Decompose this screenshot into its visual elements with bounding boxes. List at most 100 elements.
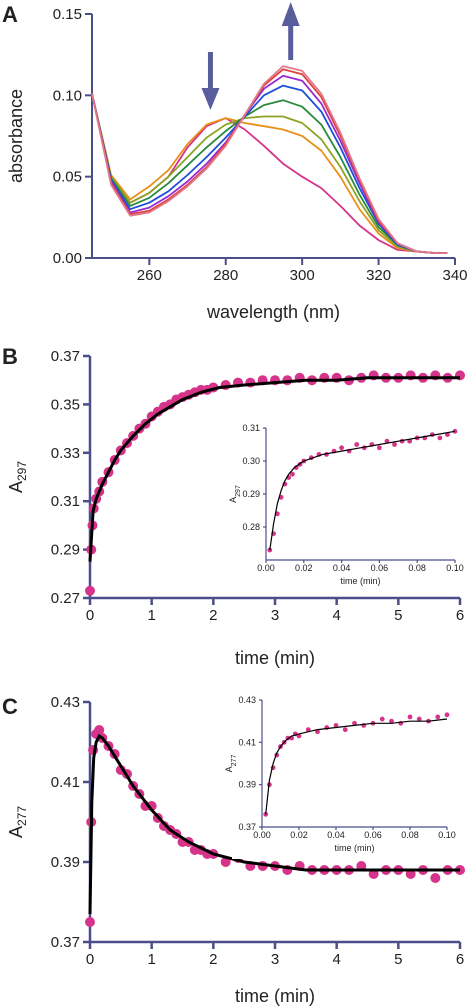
y-tick-label: 0.10 [53, 87, 82, 104]
spectrum-line [91, 93, 448, 254]
inset-data-point [290, 471, 295, 477]
x-tick-label: 5 [394, 607, 402, 624]
inset-data-point [339, 445, 344, 451]
inset-data-point [315, 729, 320, 735]
inset-data-point [389, 718, 394, 724]
inset-data-point [392, 442, 397, 447]
panel-b: B 0 1 2 3 4 5 6 0.27 0.29 0.31 0.33 0.35 0.37 time (mi… [2, 344, 467, 668]
data-point [85, 585, 95, 596]
x-tick-label: 0.02 [295, 563, 313, 573]
inset-y-axis-title: A297 [228, 485, 242, 503]
inset-data-point [437, 435, 443, 441]
x-tick-label: 0.04 [327, 830, 345, 840]
x-tick-label: 6 [456, 951, 464, 968]
y-tick-label: 0.00 [53, 250, 82, 267]
spectrum-line [91, 84, 448, 254]
x-tick-label: 280 [213, 267, 238, 284]
data-point [430, 873, 441, 883]
data-point [220, 857, 231, 867]
x-tick-label: 1 [147, 607, 155, 624]
x-tick-label: 0.08 [401, 830, 419, 840]
fit-curve [88, 733, 460, 915]
x-tick-label: 6 [456, 607, 464, 624]
inset-data-point [293, 465, 299, 470]
x-tick-label: 4 [332, 951, 340, 968]
inset-chart: 0.00 0.02 0.04 0.06 0.08 0.10 0.37 0.39 0.41 0.43… [224, 694, 459, 859]
x-tick-label: 340 [442, 267, 467, 284]
x-tick-label: 4 [332, 607, 340, 624]
inset-x-axis-title: time (min) [335, 843, 375, 853]
spectrum-line [91, 68, 448, 254]
y-tick-label: 0.37 [238, 822, 256, 832]
x-tick-label: 0.10 [438, 830, 456, 840]
y-axis-title: absorbance [6, 89, 26, 183]
y-axis-title: A277 [6, 806, 29, 838]
inset-data-point [305, 727, 311, 733]
x-tick-label: 320 [366, 267, 391, 284]
inset-background [236, 422, 467, 592]
y-tick-label: 0.33 [51, 445, 80, 462]
y-tick-label: 0.15 [53, 6, 82, 23]
inset-data-point [444, 712, 450, 718]
y-tick-label: 0.27 [51, 590, 80, 607]
y-tick-label: 0.29 [242, 489, 260, 499]
panel-letter: C [2, 694, 18, 719]
inset-data-point [377, 445, 382, 451]
y-tick-label: 0.41 [238, 737, 256, 747]
y-tick-label: 0.41 [51, 774, 80, 791]
panel-letter: B [2, 344, 18, 369]
x-tick-label: 0.00 [257, 563, 275, 573]
inset-data-point [407, 714, 413, 720]
x-axis-title: wavelength (nm) [206, 302, 340, 322]
inset-data-point [379, 716, 385, 722]
y-tick-label: 0.37 [51, 348, 80, 365]
inset-data-point [342, 727, 348, 733]
x-tick-label: 2 [209, 607, 217, 624]
x-tick-label: 2 [209, 951, 217, 968]
y-tick-label: 0.43 [238, 695, 256, 705]
y-tick-label: 0.37 [51, 934, 80, 951]
spectrum-line [91, 93, 448, 254]
y-tick-label: 0.39 [51, 854, 80, 871]
inset-data-point [435, 714, 441, 720]
x-axis-title: time (min) [235, 986, 315, 1006]
panel-a: A 260 280 300 320 340 0.00 0.05 0.10 0.15 waveleng… [2, 2, 468, 322]
inset-data-point [352, 720, 357, 726]
y-tick-label: 0.31 [242, 423, 260, 433]
y-tick-label: 0.05 [53, 169, 82, 186]
y-tick-label: 0.35 [51, 396, 80, 413]
panel-letter-a: A [2, 2, 18, 27]
inset-fit-curve [269, 430, 456, 551]
spectrum-line [91, 93, 448, 254]
data-point [94, 725, 105, 735]
inset-data-point [267, 547, 273, 553]
y-axis-title: A297 [6, 461, 29, 493]
spectrum-line [91, 74, 448, 254]
x-tick-label: 0.10 [446, 563, 464, 573]
inset-y-axis-title: A277 [224, 755, 238, 773]
y-tick-label: 0.39 [238, 780, 256, 790]
inset-data-point [354, 442, 360, 447]
x-tick-label: 260 [137, 267, 162, 284]
y-tick-label: 0.29 [51, 542, 80, 559]
x-tick-label: 0.00 [253, 830, 271, 840]
x-tick-label: 0.02 [290, 830, 308, 840]
inset-fit-curve [265, 718, 448, 815]
x-tick-label: 0.08 [408, 563, 426, 573]
data-point [85, 917, 95, 927]
y-tick-label: 0.30 [242, 456, 260, 466]
x-tick-label: 5 [394, 951, 402, 968]
x-tick-label: 0.04 [333, 563, 351, 573]
spectrum-line [91, 93, 448, 254]
x-tick-label: 0 [86, 951, 94, 968]
spectrum-line [91, 65, 448, 254]
x-tick-label: 3 [271, 951, 279, 968]
x-axis-title: time (min) [235, 648, 315, 668]
x-tick-label: 0 [86, 607, 94, 624]
y-tick-label: 0.28 [242, 522, 260, 532]
inset-data-point [333, 723, 339, 728]
x-tick-label: 0.06 [371, 563, 389, 573]
fit-curve [88, 376, 460, 562]
